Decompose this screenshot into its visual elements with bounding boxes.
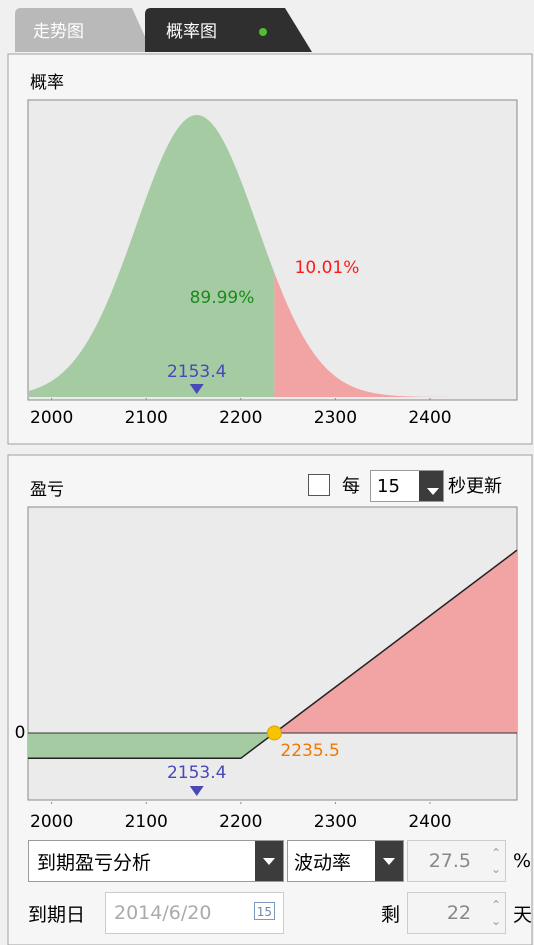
marker (189, 786, 204, 796)
y-tick-label: 0 (15, 723, 26, 743)
param-input[interactable]: 27.5 ⌃ ⌄ (407, 840, 506, 882)
x-tick-label: 2100 (125, 408, 168, 428)
dropdown-value: 15 (377, 475, 400, 497)
x-tick-label: 2100 (125, 812, 168, 832)
spinner[interactable]: ⌃ ⌄ (490, 846, 501, 876)
x-tick-label: 2400 (408, 408, 451, 428)
probability-area (274, 272, 516, 397)
tab-label[interactable]: 走势图 (33, 22, 84, 42)
x-tick-label: 2200 (219, 408, 262, 428)
param-dropdown[interactable]: 波动率 (287, 840, 404, 882)
x-tick-label: 2000 (30, 408, 73, 428)
dropdown-arrow (419, 471, 443, 501)
calendar-icon[interactable]: 15 (253, 902, 275, 920)
x-tick-label: 2300 (314, 408, 357, 428)
payoff-line (28, 549, 518, 760)
spinner[interactable]: ⌃ ⌄ (490, 898, 501, 928)
input-value: 22 (446, 902, 471, 924)
remaining-input[interactable]: 22 ⌃ ⌄ (407, 892, 506, 934)
marker-label: 2153.4 (167, 763, 226, 783)
label: 每 (342, 476, 360, 497)
breakeven-point (266, 725, 282, 741)
unit: % (513, 850, 532, 872)
marker (189, 384, 204, 394)
unit: 天 (513, 903, 533, 926)
panel-title: 概率 (30, 73, 64, 93)
value-label: 89.99% (190, 288, 255, 308)
date-input[interactable]: 2014/6/20 15 (105, 892, 284, 934)
x-tick-label: 2000 (30, 812, 73, 832)
label: 秒更新 (448, 476, 502, 497)
tab-active[interactable] (145, 8, 312, 52)
breakeven-label: 2235.5 (280, 741, 339, 761)
dropdown-arrow (255, 841, 283, 881)
input-value: 2014/6/20 (114, 902, 212, 924)
interval-dropdown[interactable]: 15 (370, 470, 444, 502)
x-tick-label: 2200 (219, 812, 262, 832)
dropdown-value: 到期盈亏分析 (37, 851, 152, 874)
checkbox[interactable] (308, 474, 330, 496)
x-tick-label: 2400 (408, 812, 451, 832)
x-tick-label: 2300 (314, 812, 357, 832)
dropdown-arrow (375, 841, 403, 881)
label: 到期日 (28, 903, 86, 926)
probability-area (29, 115, 275, 398)
tab-label[interactable]: 概率图 (166, 22, 217, 42)
input-value: 27.5 (428, 850, 471, 872)
analysis-dropdown[interactable]: 到期盈亏分析 (28, 840, 284, 882)
status-dot (259, 28, 267, 36)
marker-label: 2153.4 (167, 362, 226, 382)
loss-area (28, 732, 517, 759)
tab[interactable] (15, 8, 152, 52)
panel-title: 盈亏 (30, 480, 64, 500)
label: 剩 (381, 903, 401, 926)
dropdown-value: 波动率 (294, 851, 352, 874)
value-label: 10.01% (295, 258, 360, 278)
